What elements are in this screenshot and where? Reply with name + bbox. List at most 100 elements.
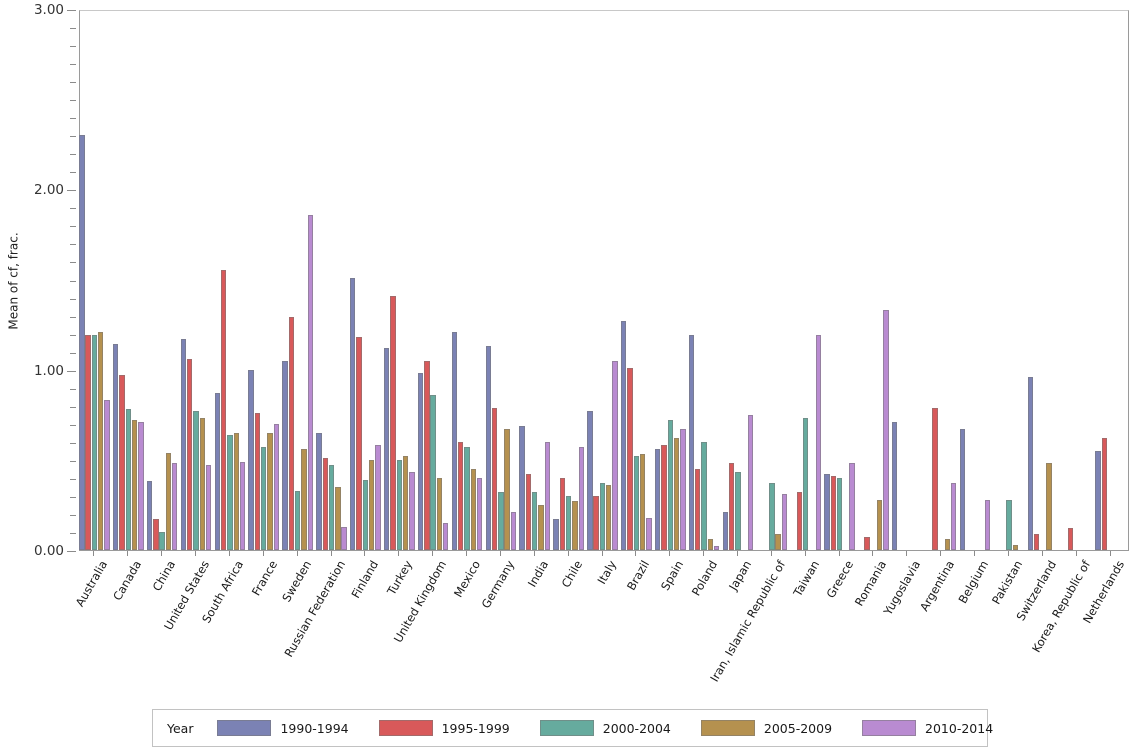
bar [125,409,131,550]
x-axis-tick-label: Argentina [917,558,958,614]
bar-group [350,11,385,550]
bar [85,335,91,550]
x-axis-tick [703,551,705,556]
y-axis-minor-tick [70,496,76,498]
legend-item[interactable]: 2005-2009 [700,720,833,736]
y-axis-minor-tick [70,352,76,354]
legend-swatch [378,720,433,736]
bar [172,463,178,550]
legend-item[interactable]: 2000-2004 [539,720,671,736]
plot-area [79,10,1129,551]
bar [639,454,646,550]
x-axis-tick-label: Romania [852,558,890,609]
bar [390,295,396,550]
bar [1101,438,1107,550]
bar [362,479,369,550]
x-axis-tick-label: Finland [348,558,382,601]
y-axis-minor-tick [70,460,76,462]
bar [525,474,532,550]
legend: Year 1990-1994 1995-1999 2000-2004 2005-200… [152,709,993,747]
bar [803,418,809,550]
bar-group [1062,11,1096,550]
y-axis-minor-tick [70,244,76,246]
bar [538,504,544,550]
bar [781,494,788,550]
bar-group [722,11,758,550]
x-axis-tick [364,551,366,556]
x-axis-tick [262,551,264,556]
bar [458,441,464,550]
x-axis-tick-label: Iran, Islamic Republic of [707,558,788,685]
bar [335,486,341,550]
y-axis-tick-label: 2.00 [33,182,64,199]
bar [316,432,322,550]
bar [470,468,476,550]
legend-item-label: 2000-2004 [602,720,671,736]
y-axis-minor-tick [70,118,76,120]
bar [606,485,612,550]
bar [159,531,165,550]
x-axis-tick [1007,551,1009,556]
y-axis-major-tick [67,551,76,552]
bar-group [791,11,825,550]
legend-item[interactable]: 1995-1999 [378,720,510,736]
x-axis-tick-label: Poland [688,558,721,599]
x-axis-tick [296,551,298,556]
bar [104,400,110,550]
y-axis-minor-tick [70,172,76,174]
y-axis-minor-tick [70,208,76,210]
x-axis-tick-label: Turkey [384,558,416,598]
bar [267,432,273,550]
y-axis-minor-tick [70,514,76,516]
y-axis-minor-tick [70,46,76,48]
bar [146,481,153,550]
legend-title: Year [167,720,194,736]
y-axis-minor-tick [70,316,76,318]
bar [98,331,104,550]
legend-item[interactable]: 1990-1994 [217,720,349,736]
bar-group [587,11,622,550]
bar [688,335,695,550]
bar [131,420,138,550]
bar [91,335,98,550]
bar [261,447,267,550]
bar-group [859,11,893,550]
bar [409,472,415,550]
bar [510,512,517,550]
bar [485,346,491,550]
bar [667,420,673,550]
y-axis-minor-tick [70,298,76,300]
x-axis-tick-label: Chile [558,558,585,590]
bar [519,425,525,550]
legend-item-label: 2005-2009 [763,720,833,736]
bar-group [519,11,554,550]
legend-item-label: 1995-1999 [441,720,510,736]
legend-item[interactable]: 2010-2014 [862,720,993,736]
x-axis-tick [974,551,976,556]
bar-group [79,11,114,550]
bar [79,135,85,550]
bar [476,477,483,550]
bar [735,472,741,550]
bar [572,501,578,550]
bar [695,468,701,550]
bar [836,477,843,550]
y-axis-major-tick [67,10,76,11]
bar [824,474,830,550]
x-axis-ticks [79,551,1129,559]
y-axis-minor-tick [70,406,76,408]
bar [288,317,295,550]
y-axis-tick-label: 0.00 [33,543,64,559]
bar-group [688,11,724,550]
bar [138,421,144,550]
bar-group [451,11,487,550]
bar-group [214,11,249,550]
x-axis-tick-label: Italy [594,558,619,587]
bar [239,461,246,550]
bar [680,429,686,550]
bar [350,277,356,550]
x-axis-tick-label: Japan [725,558,755,593]
bar [1046,463,1052,550]
x-axis-tick [736,551,738,556]
bar [193,411,199,550]
